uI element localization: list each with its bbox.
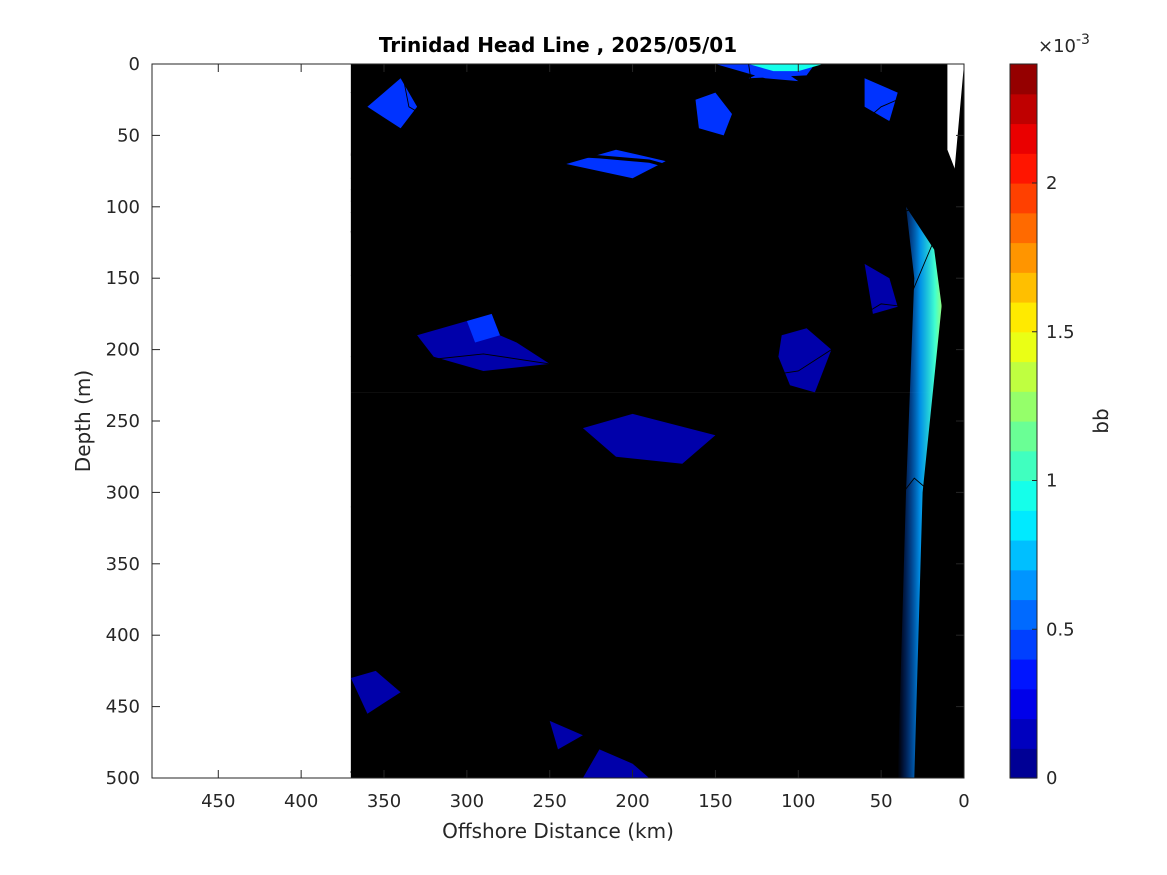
colorbar-segment — [1010, 718, 1037, 749]
x-tick-label: 350 — [367, 791, 401, 812]
y-tick-label: 50 — [117, 125, 140, 146]
density-contour-thin — [350, 64, 385, 93]
density-contour-thin — [350, 477, 932, 586]
x-tick-label: 200 — [615, 791, 649, 812]
colorbar-frame — [1009, 63, 1038, 779]
density-contour-thick — [350, 64, 850, 175]
y-tick-label: 400 — [106, 625, 140, 646]
bathymetry-layer — [914, 64, 964, 778]
colorbar-segment — [1010, 480, 1037, 511]
colorbar-segment — [1010, 242, 1037, 273]
y-axis-label: Depth (m) — [71, 370, 95, 472]
field-surface-high — [748, 64, 824, 72]
y-tick-label: 150 — [106, 268, 140, 289]
density-contour-thin — [681, 64, 692, 165]
y-tick-label: 100 — [106, 197, 140, 218]
colorbar-segment — [1010, 659, 1037, 690]
colorbar-segment — [1010, 331, 1037, 363]
contour-label: 26 — [894, 122, 918, 144]
colorbar-segment — [1010, 183, 1037, 214]
y-tick-label: 450 — [106, 697, 140, 718]
x-tick-label: 50 — [870, 791, 893, 812]
colorbar-tick-label: 1 — [1046, 471, 1057, 492]
x-tick-label: 100 — [781, 791, 815, 812]
field-patch-low — [549, 720, 583, 750]
field-patch-high — [466, 313, 500, 343]
colorbar-segment — [1010, 748, 1037, 779]
x-tick-label: 300 — [450, 791, 484, 812]
field-patch-low — [350, 670, 401, 714]
colorbar-segment — [1010, 93, 1037, 125]
field-patch-high — [566, 149, 666, 179]
y-tick-label: 500 — [106, 768, 140, 789]
colorbar-segment — [1010, 361, 1037, 392]
contour-label: 26 — [637, 230, 661, 252]
density-contour-thin — [350, 228, 940, 391]
colorbar-segment — [1010, 540, 1037, 571]
y-tick-label: 0 — [129, 54, 140, 75]
density-contour-thin — [400, 64, 484, 122]
colorbar-tick-label: 1.5 — [1046, 322, 1075, 343]
x-tick-label: 150 — [698, 791, 732, 812]
density-contour-thin — [350, 120, 932, 213]
heatmap-field — [350, 64, 964, 778]
field-nearshore-high — [897, 206, 948, 778]
colorbar-segment — [1010, 302, 1037, 333]
x-axis: 450 400 350 300 250 200 150 100 50 0 — [201, 64, 970, 812]
colorbar-segment — [1010, 599, 1037, 630]
x-axis-label: Offshore Distance (km) — [442, 819, 674, 843]
colorbar-segment — [1010, 629, 1037, 660]
density-contour-thin — [350, 152, 882, 222]
colorbar-segment — [1010, 421, 1037, 452]
density-contour-thin — [350, 199, 940, 301]
field-patch-low — [582, 413, 716, 464]
colorbar: 0 0.5 1 1.5 2 — [1009, 63, 1075, 789]
density-contour-thick — [350, 769, 369, 778]
colorbar-segment — [1010, 569, 1037, 601]
bathymetry-seafloor — [914, 64, 964, 778]
x-tick-label: 450 — [201, 791, 235, 812]
contour-label: 25 — [388, 149, 412, 171]
field-patch-high — [367, 78, 418, 129]
density-contour-thin — [350, 84, 932, 191]
colorbar-label: bb — [1089, 408, 1113, 433]
colorbar-tick-label: 0 — [1046, 768, 1057, 789]
colorbar-segment — [1010, 510, 1037, 541]
colorbar-segment — [1010, 391, 1037, 422]
chart-title: Trinidad Head Line , 2025/05/01 — [379, 33, 737, 57]
y-tick-label: 250 — [106, 411, 140, 432]
field-patch-low — [864, 263, 898, 314]
y-tick-label: 350 — [106, 554, 140, 575]
density-contour-thin — [350, 103, 940, 202]
contour-label: 25 — [690, 162, 714, 184]
colorbar-segment — [1010, 450, 1037, 482]
field-patch-high — [864, 78, 898, 122]
colorbar-segment — [1010, 153, 1037, 184]
colorbar-tick-label: 2 — [1046, 173, 1057, 194]
contour-layer: 25 25 26 26 — [350, 64, 964, 778]
y-tick-label: 300 — [106, 482, 140, 503]
colorbar-segment — [1010, 64, 1037, 95]
field-patch-low — [778, 328, 832, 393]
colorbar-segment — [1010, 123, 1037, 154]
field-patch-high — [695, 92, 732, 136]
colorbar-tick-label: 0.5 — [1046, 619, 1075, 640]
x-tick-label: 0 — [958, 791, 969, 812]
y-axis: 0 50 100 150 200 250 300 350 400 450 500 — [106, 54, 964, 789]
x-tick-label: 400 — [284, 791, 318, 812]
colorbar-segment — [1010, 688, 1037, 720]
colorbar-segment — [1010, 212, 1037, 244]
colorbar-segment — [1010, 272, 1037, 303]
density-contour-thick — [350, 113, 964, 262]
density-contour-thin — [748, 64, 758, 165]
y-tick-label: 200 — [106, 340, 140, 361]
colorbar-exponent: ×10-3 — [1038, 32, 1090, 57]
x-tick-label: 250 — [533, 791, 567, 812]
